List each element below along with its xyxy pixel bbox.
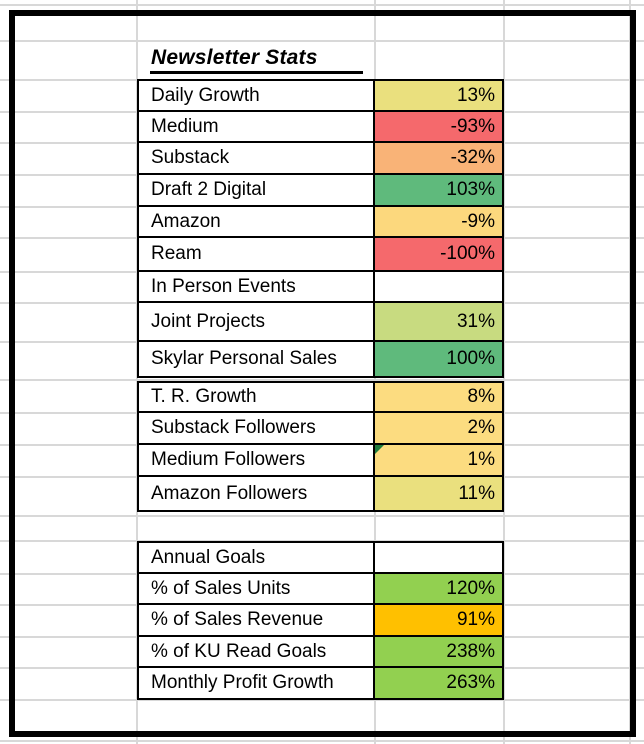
label-cell[interactable]: Substack [139,143,373,173]
label-cell[interactable]: % of Sales Revenue [139,605,373,635]
table-row: T. R. Growth 8% [139,383,502,413]
gridline-horizontal [0,379,644,381]
value-cell[interactable]: 238% [373,637,502,666]
value-cell[interactable] [373,272,502,301]
table-annual-goals: Annual Goals % of Sales Units 120% % of … [137,541,504,700]
label-cell[interactable]: Draft 2 Digital [139,175,373,205]
label-cell[interactable]: Annual Goals [139,543,373,572]
label-cell[interactable]: % of KU Read Goals [139,637,373,666]
table-row: Substack Followers 2% [139,413,502,445]
table-row: Daily Growth 13% [139,81,502,112]
label-cell[interactable]: Daily Growth [139,81,373,110]
value-cell[interactable]: 103% [373,175,502,205]
table-follower-stats: T. R. Growth 8% Substack Followers 2% Me… [137,381,504,512]
label-cell[interactable]: Ream [139,238,373,270]
table-row: Skylar Personal Sales 100% [139,342,502,376]
error-indicator-icon [375,445,384,454]
gridline-vertical [503,0,505,744]
label-cell[interactable]: Substack Followers [139,413,373,443]
gridline-horizontal [0,699,644,701]
table-row: Monthly Profit Growth 263% [139,668,502,698]
value-cell[interactable]: 31% [373,303,502,340]
label-cell[interactable]: Skylar Personal Sales [139,342,373,376]
title-underline [150,71,363,74]
label-cell[interactable]: % of Sales Units [139,574,373,603]
value-cell[interactable]: 263% [373,668,502,698]
label-cell[interactable]: Joint Projects [139,303,373,340]
value-cell[interactable]: 1% [373,445,502,475]
label-cell[interactable]: T. R. Growth [139,383,373,411]
title-cell[interactable]: Newsletter Stats [137,41,375,79]
value-cell[interactable]: 11% [373,477,502,510]
table-row: In Person Events [139,272,502,303]
value-cell[interactable]: 91% [373,605,502,635]
value-cell[interactable]: -100% [373,238,502,270]
table-row: % of Sales Revenue 91% [139,605,502,637]
table-row: Joint Projects 31% [139,303,502,342]
value-cell[interactable]: 120% [373,574,502,603]
gridline-horizontal [0,4,644,6]
table-row: Draft 2 Digital 103% [139,175,502,207]
gridline-horizontal [0,40,644,42]
table-row: Medium Followers 1% [139,445,502,477]
label-cell[interactable]: Amazon Followers [139,477,373,510]
label-cell[interactable]: Monthly Profit Growth [139,668,373,698]
gridline-horizontal [0,515,644,517]
table-row: % of KU Read Goals 238% [139,637,502,668]
value-cell[interactable]: 2% [373,413,502,443]
value-cell[interactable] [373,543,502,572]
value-cell[interactable]: -93% [373,112,502,141]
table-row: Medium -93% [139,112,502,143]
value-cell[interactable]: 100% [373,342,502,376]
table-newsletter-stats: Daily Growth 13% Medium -93% Substack -3… [137,79,504,378]
table-row: Amazon -9% [139,207,502,238]
value-cell[interactable]: -9% [373,207,502,236]
table-row: Substack -32% [139,143,502,175]
table-row: Amazon Followers 11% [139,477,502,510]
value-cell[interactable]: -32% [373,143,502,173]
label-cell[interactable]: Medium [139,112,373,141]
label-cell[interactable]: Medium Followers [139,445,373,475]
table-row: % of Sales Units 120% [139,574,502,605]
table-row: Ream -100% [139,238,502,272]
value-cell[interactable]: 8% [373,383,502,411]
table-row: Annual Goals [139,543,502,574]
page-title: Newsletter Stats [151,46,318,69]
gridline-horizontal [0,740,644,742]
label-cell[interactable]: In Person Events [139,272,373,301]
value-cell[interactable]: 13% [373,81,502,110]
gridline-vertical [629,0,631,744]
label-cell[interactable]: Amazon [139,207,373,236]
